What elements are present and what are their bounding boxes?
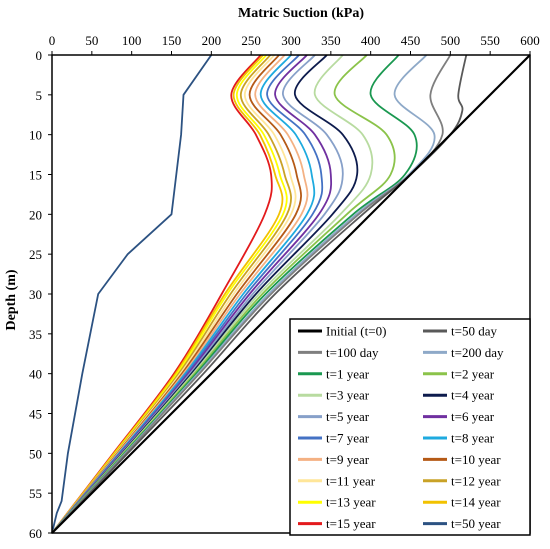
- x-tick-label: 100: [122, 33, 142, 48]
- y-tick-label: 40: [29, 367, 42, 382]
- legend-label: t=7 year: [326, 431, 370, 446]
- y-tick-label: 0: [36, 48, 43, 63]
- legend-label: t=4 year: [451, 388, 495, 403]
- legend-label: t=14 year: [451, 495, 501, 510]
- legend-label: t=8 year: [451, 431, 495, 446]
- legend-label: t=9 year: [326, 452, 370, 467]
- y-tick-label: 30: [29, 287, 42, 302]
- x-tick-label: 0: [49, 33, 56, 48]
- legend-label: t=10 year: [451, 452, 501, 467]
- legend-label: t=100 day: [326, 345, 379, 360]
- x-tick-label: 450: [401, 33, 421, 48]
- x-tick-label: 300: [281, 33, 301, 48]
- x-tick-label: 250: [241, 33, 261, 48]
- legend-label: t=200 day: [451, 345, 504, 360]
- x-tick-label: 600: [520, 33, 540, 48]
- y-axis-ticks: 0 5 10 15 20 25 30 35 40 45 50 55 60: [29, 48, 52, 541]
- legend-label: t=3 year: [326, 388, 370, 403]
- legend-label: t=11 year: [326, 473, 376, 488]
- series-line: [51, 54, 452, 534]
- y-tick-label: 5: [36, 88, 43, 103]
- y-tick-label: 20: [29, 207, 42, 222]
- x-tick-label: 550: [480, 33, 500, 48]
- series-line: [51, 54, 468, 534]
- x-tick-label: 150: [162, 33, 182, 48]
- series-line: [51, 54, 531, 534]
- legend-label: t=5 year: [326, 409, 370, 424]
- y-axis-label: Depth (m): [4, 269, 19, 330]
- legend-label: t=13 year: [326, 495, 376, 510]
- y-tick-label: 35: [29, 327, 42, 342]
- y-tick-label: 55: [29, 486, 42, 501]
- x-tick-label: 50: [85, 33, 98, 48]
- x-tick-label: 200: [202, 33, 222, 48]
- x-axis-ticks: 0 50 100 150 200 250 300 350 400 450 500 550 600: [49, 33, 540, 55]
- legend-label: Initial (t=0): [326, 324, 386, 339]
- legend: Initial (t=0) t=50 day t=100 day t=200 day t…: [289, 318, 531, 536]
- y-tick-label: 45: [29, 407, 42, 422]
- y-tick-label: 50: [29, 446, 42, 461]
- legend-label: t=12 year: [451, 473, 501, 488]
- legend-label: t=6 year: [451, 409, 495, 424]
- series-line: [51, 54, 284, 534]
- legend-label: t=15 year: [326, 516, 376, 531]
- legend-label: t=1 year: [326, 366, 370, 381]
- plot-lines: [51, 54, 531, 534]
- y-tick-label: 10: [29, 128, 42, 143]
- x-tick-label: 400: [361, 33, 381, 48]
- chart-title: Matric Suction (kPa): [238, 6, 364, 21]
- x-tick-label: 350: [321, 33, 341, 48]
- y-tick-label: 15: [29, 168, 42, 183]
- legend-label: t=50 year: [451, 516, 501, 531]
- legend-box: [289, 318, 531, 536]
- x-tick-label: 500: [441, 33, 461, 48]
- y-tick-label: 25: [29, 247, 42, 262]
- legend-label: t=2 year: [451, 366, 495, 381]
- y-tick-label: 60: [29, 526, 42, 541]
- legend-label: t=50 day: [451, 324, 497, 339]
- series-line: [51, 54, 213, 534]
